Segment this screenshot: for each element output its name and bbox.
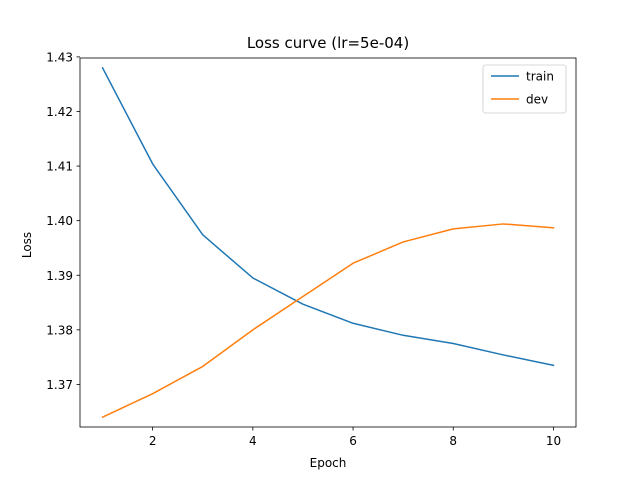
x-axis-label: Epoch bbox=[310, 456, 347, 470]
y-axis-label: Loss bbox=[20, 232, 34, 258]
series-line-train bbox=[101, 66, 555, 367]
x-tick-label: 10 bbox=[546, 434, 561, 448]
x-tick-label: 8 bbox=[449, 434, 457, 448]
y-tick-label: 1.39 bbox=[46, 269, 73, 283]
x-tick-label: 2 bbox=[149, 434, 157, 448]
chart-title: Loss curve (lr=5e-04) bbox=[247, 34, 409, 52]
y-tick-label: 1.40 bbox=[46, 214, 73, 228]
legend: train dev bbox=[482, 64, 567, 114]
series-line-dev bbox=[101, 223, 555, 419]
legend-label-dev: dev bbox=[526, 93, 548, 107]
legend-box bbox=[482, 64, 567, 114]
x-tick-label: 4 bbox=[249, 434, 257, 448]
y-tick-label: 1.43 bbox=[46, 50, 73, 64]
y-tick-label: 1.37 bbox=[46, 378, 73, 392]
legend-label-train: train bbox=[526, 70, 554, 84]
y-tick-label: 1.42 bbox=[46, 105, 73, 119]
y-tick-label: 1.38 bbox=[46, 323, 73, 337]
y-tick-label: 1.41 bbox=[46, 160, 73, 174]
plot-area: 2 4 6 8 10 1.37 1.38 1.39 1.40 1.41 1.42 1.43 bbox=[46, 50, 577, 448]
x-tick-label: 6 bbox=[349, 434, 357, 448]
axes-frame bbox=[79, 57, 577, 428]
